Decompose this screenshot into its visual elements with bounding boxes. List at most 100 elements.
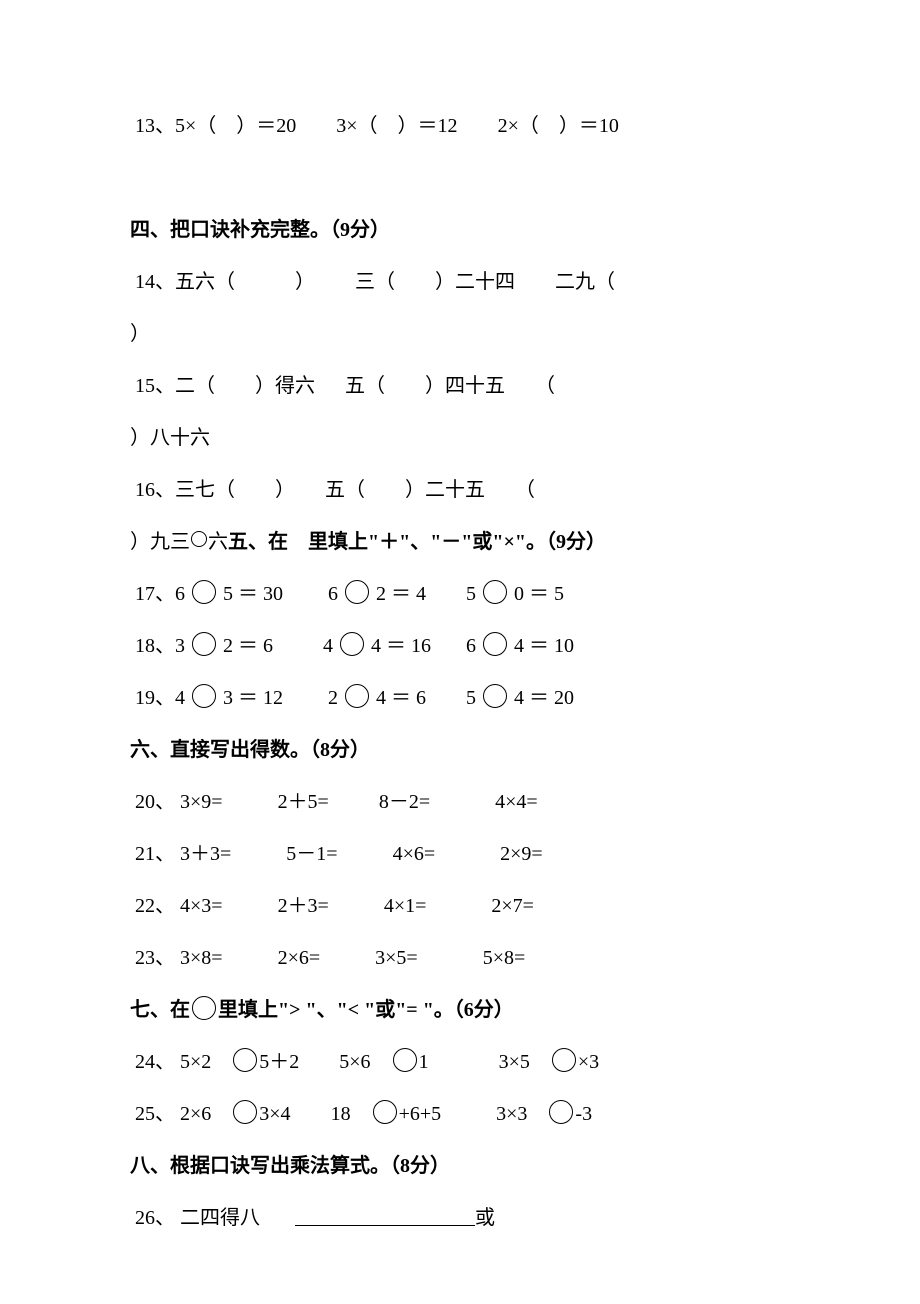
q17-c: 6 xyxy=(328,583,343,605)
q25-c: 18 xyxy=(331,1103,371,1125)
q18-d: 4 ＝ 16 xyxy=(366,635,431,657)
q19-a: 19、4 xyxy=(130,687,190,709)
q22-b: 2＋3= xyxy=(278,895,329,917)
section-5-title: 五、在 里填上"＋"、"－"或"×"。（9分） xyxy=(228,531,606,553)
q17-b: 5 ＝ 30 xyxy=(218,583,283,605)
section-7-title: 七、在 里填上"> "、"< "或"= "。（6分） xyxy=(130,984,920,1036)
q21-c: 4×6= xyxy=(393,843,436,865)
circle-icon xyxy=(345,580,369,604)
q21-line: 21、 3＋3= 5－1= 4×6= 2×9= xyxy=(130,828,920,880)
q17-e: 5 xyxy=(466,583,481,605)
q15-line2: ）八十六 xyxy=(130,412,920,464)
q24-line: 24、 5×2 5＋2 5×6 1 3×5 ×3 xyxy=(130,1036,920,1088)
q24-e: 3×5 xyxy=(499,1051,550,1073)
q20-d: 4×4= xyxy=(495,791,538,813)
q25-a: 25、 2×6 xyxy=(130,1103,231,1125)
q15-p3: （ xyxy=(535,375,555,397)
q21-d: 2×9= xyxy=(500,843,543,865)
s7-t1: 七、在 xyxy=(130,999,190,1021)
circle-icon xyxy=(340,632,364,656)
q24-c: 5×6 xyxy=(339,1051,390,1073)
q18-f: 4 ＝ 10 xyxy=(509,635,574,657)
q19-d: 4 ＝ 6 xyxy=(371,687,426,709)
circle-icon xyxy=(393,1048,417,1072)
q22-a: 22、 4×3= xyxy=(130,895,223,917)
circle-icon xyxy=(192,632,216,656)
q16b-pre: ）九三 xyxy=(130,531,190,553)
q21-b: 5－1= xyxy=(286,843,337,865)
q23-d: 5×8= xyxy=(483,947,526,969)
q13-p3: 2×（ ）＝10 xyxy=(498,115,619,137)
q21-a: 21、 3＋3= xyxy=(130,843,231,865)
q17-d: 2 ＝ 4 xyxy=(371,583,426,605)
q19-line: 19、4 3 ＝ 12 2 4 ＝ 6 5 4 ＝ 20 xyxy=(130,672,920,724)
q24-b: 5＋2 xyxy=(259,1051,299,1073)
q14-p2: 三（ ）二十四 xyxy=(355,271,515,293)
q23-b: 2×6= xyxy=(278,947,321,969)
q19-c: 2 xyxy=(328,687,343,709)
q24-d: 1 xyxy=(419,1051,429,1073)
circle-icon xyxy=(483,632,507,656)
q25-line: 25、 2×6 3×4 18 +6+5 3×3 -3 xyxy=(130,1088,920,1140)
circle-icon xyxy=(345,684,369,708)
circle-icon xyxy=(192,580,216,604)
q14-line2: ） xyxy=(130,308,920,360)
circle-icon xyxy=(373,1100,397,1124)
q14-line: 14、五六（ ） 三（ ）二十四 二九（ xyxy=(130,256,920,308)
q25-f: -3 xyxy=(575,1103,592,1125)
q14-p3: 二九（ xyxy=(555,271,615,293)
q19-f: 4 ＝ 20 xyxy=(509,687,574,709)
q17-a: 17、6 xyxy=(130,583,190,605)
q20-c: 8－2= xyxy=(379,791,430,813)
q26-a: 26、 二四得八 xyxy=(130,1207,260,1229)
circle-icon xyxy=(549,1100,573,1124)
q26-line: 26、 二四得八 或 xyxy=(130,1192,920,1244)
circle-icon xyxy=(192,996,216,1020)
q22-d: 2×7= xyxy=(491,895,534,917)
q15-p2: 五（ ）四十五 xyxy=(345,375,505,397)
q26-b: 或 xyxy=(475,1207,495,1229)
q13-line: 13、5×（ ）＝20 3×（ ）＝12 2×（ ）＝10 xyxy=(130,100,920,152)
blank-underline xyxy=(295,1225,475,1226)
q18-a: 18、3 xyxy=(130,635,190,657)
q15-p1: 15、二（ ）得六 xyxy=(130,375,315,397)
section-8-title: 八、根据口诀写出乘法算式。（8分） xyxy=(130,1140,920,1192)
q25-b: 3×4 xyxy=(259,1103,290,1125)
q18-line: 18、3 2 ＝ 6 4 4 ＝ 16 6 4 ＝ 10 xyxy=(130,620,920,672)
circle-icon xyxy=(192,684,216,708)
q20-b: 2＋5= xyxy=(278,791,329,813)
q16-p3: （ xyxy=(515,479,535,501)
q23-c: 3×5= xyxy=(375,947,418,969)
q13-p2: 3×（ ）＝12 xyxy=(336,115,457,137)
q16-line: 16、三七（ ） 五（ ）二十五 （ xyxy=(130,464,920,516)
q23-a: 23、 3×8= xyxy=(130,947,223,969)
q16-line2: ）九三六五、在 里填上"＋"、"－"或"×"。（9分） xyxy=(130,516,920,568)
q19-e: 5 xyxy=(466,687,481,709)
q17-f: 0 ＝ 5 xyxy=(509,583,564,605)
circle-icon xyxy=(552,1048,576,1072)
section-4-title: 四、把口诀补充完整。（9分） xyxy=(130,204,920,256)
q14-p1: 14、五六（ ） xyxy=(130,271,315,293)
section-6-title: 六、直接写出得数。（8分） xyxy=(130,724,920,776)
q13-p1: 13、5×（ ）＝20 xyxy=(130,115,296,137)
circle-icon xyxy=(191,531,207,547)
q18-c: 4 xyxy=(323,635,338,657)
circle-icon xyxy=(483,684,507,708)
circle-icon xyxy=(483,580,507,604)
q18-b: 2 ＝ 6 xyxy=(218,635,273,657)
spacer xyxy=(130,152,920,204)
q19-b: 3 ＝ 12 xyxy=(218,687,283,709)
q22-line: 22、 4×3= 2＋3= 4×1= 2×7= xyxy=(130,880,920,932)
q24-f: ×3 xyxy=(578,1051,599,1073)
q22-c: 4×1= xyxy=(384,895,427,917)
q16-p1: 16、三七（ ） xyxy=(130,479,295,501)
q24-a: 24、 5×2 xyxy=(130,1051,231,1073)
q25-e: 3×3 xyxy=(496,1103,547,1125)
q20-a: 20、 3×9= xyxy=(130,791,223,813)
q20-line: 20、 3×9= 2＋5= 8－2= 4×4= xyxy=(130,776,920,828)
q25-d: +6+5 xyxy=(399,1103,442,1125)
s7-t2: 里填上"> "、"< "或"= "。（6分） xyxy=(218,999,514,1021)
circle-icon xyxy=(233,1048,257,1072)
q15-line: 15、二（ ）得六 五（ ）四十五 （ xyxy=(130,360,920,412)
q17-line: 17、6 5 ＝ 30 6 2 ＝ 4 5 0 ＝ 5 xyxy=(130,568,920,620)
